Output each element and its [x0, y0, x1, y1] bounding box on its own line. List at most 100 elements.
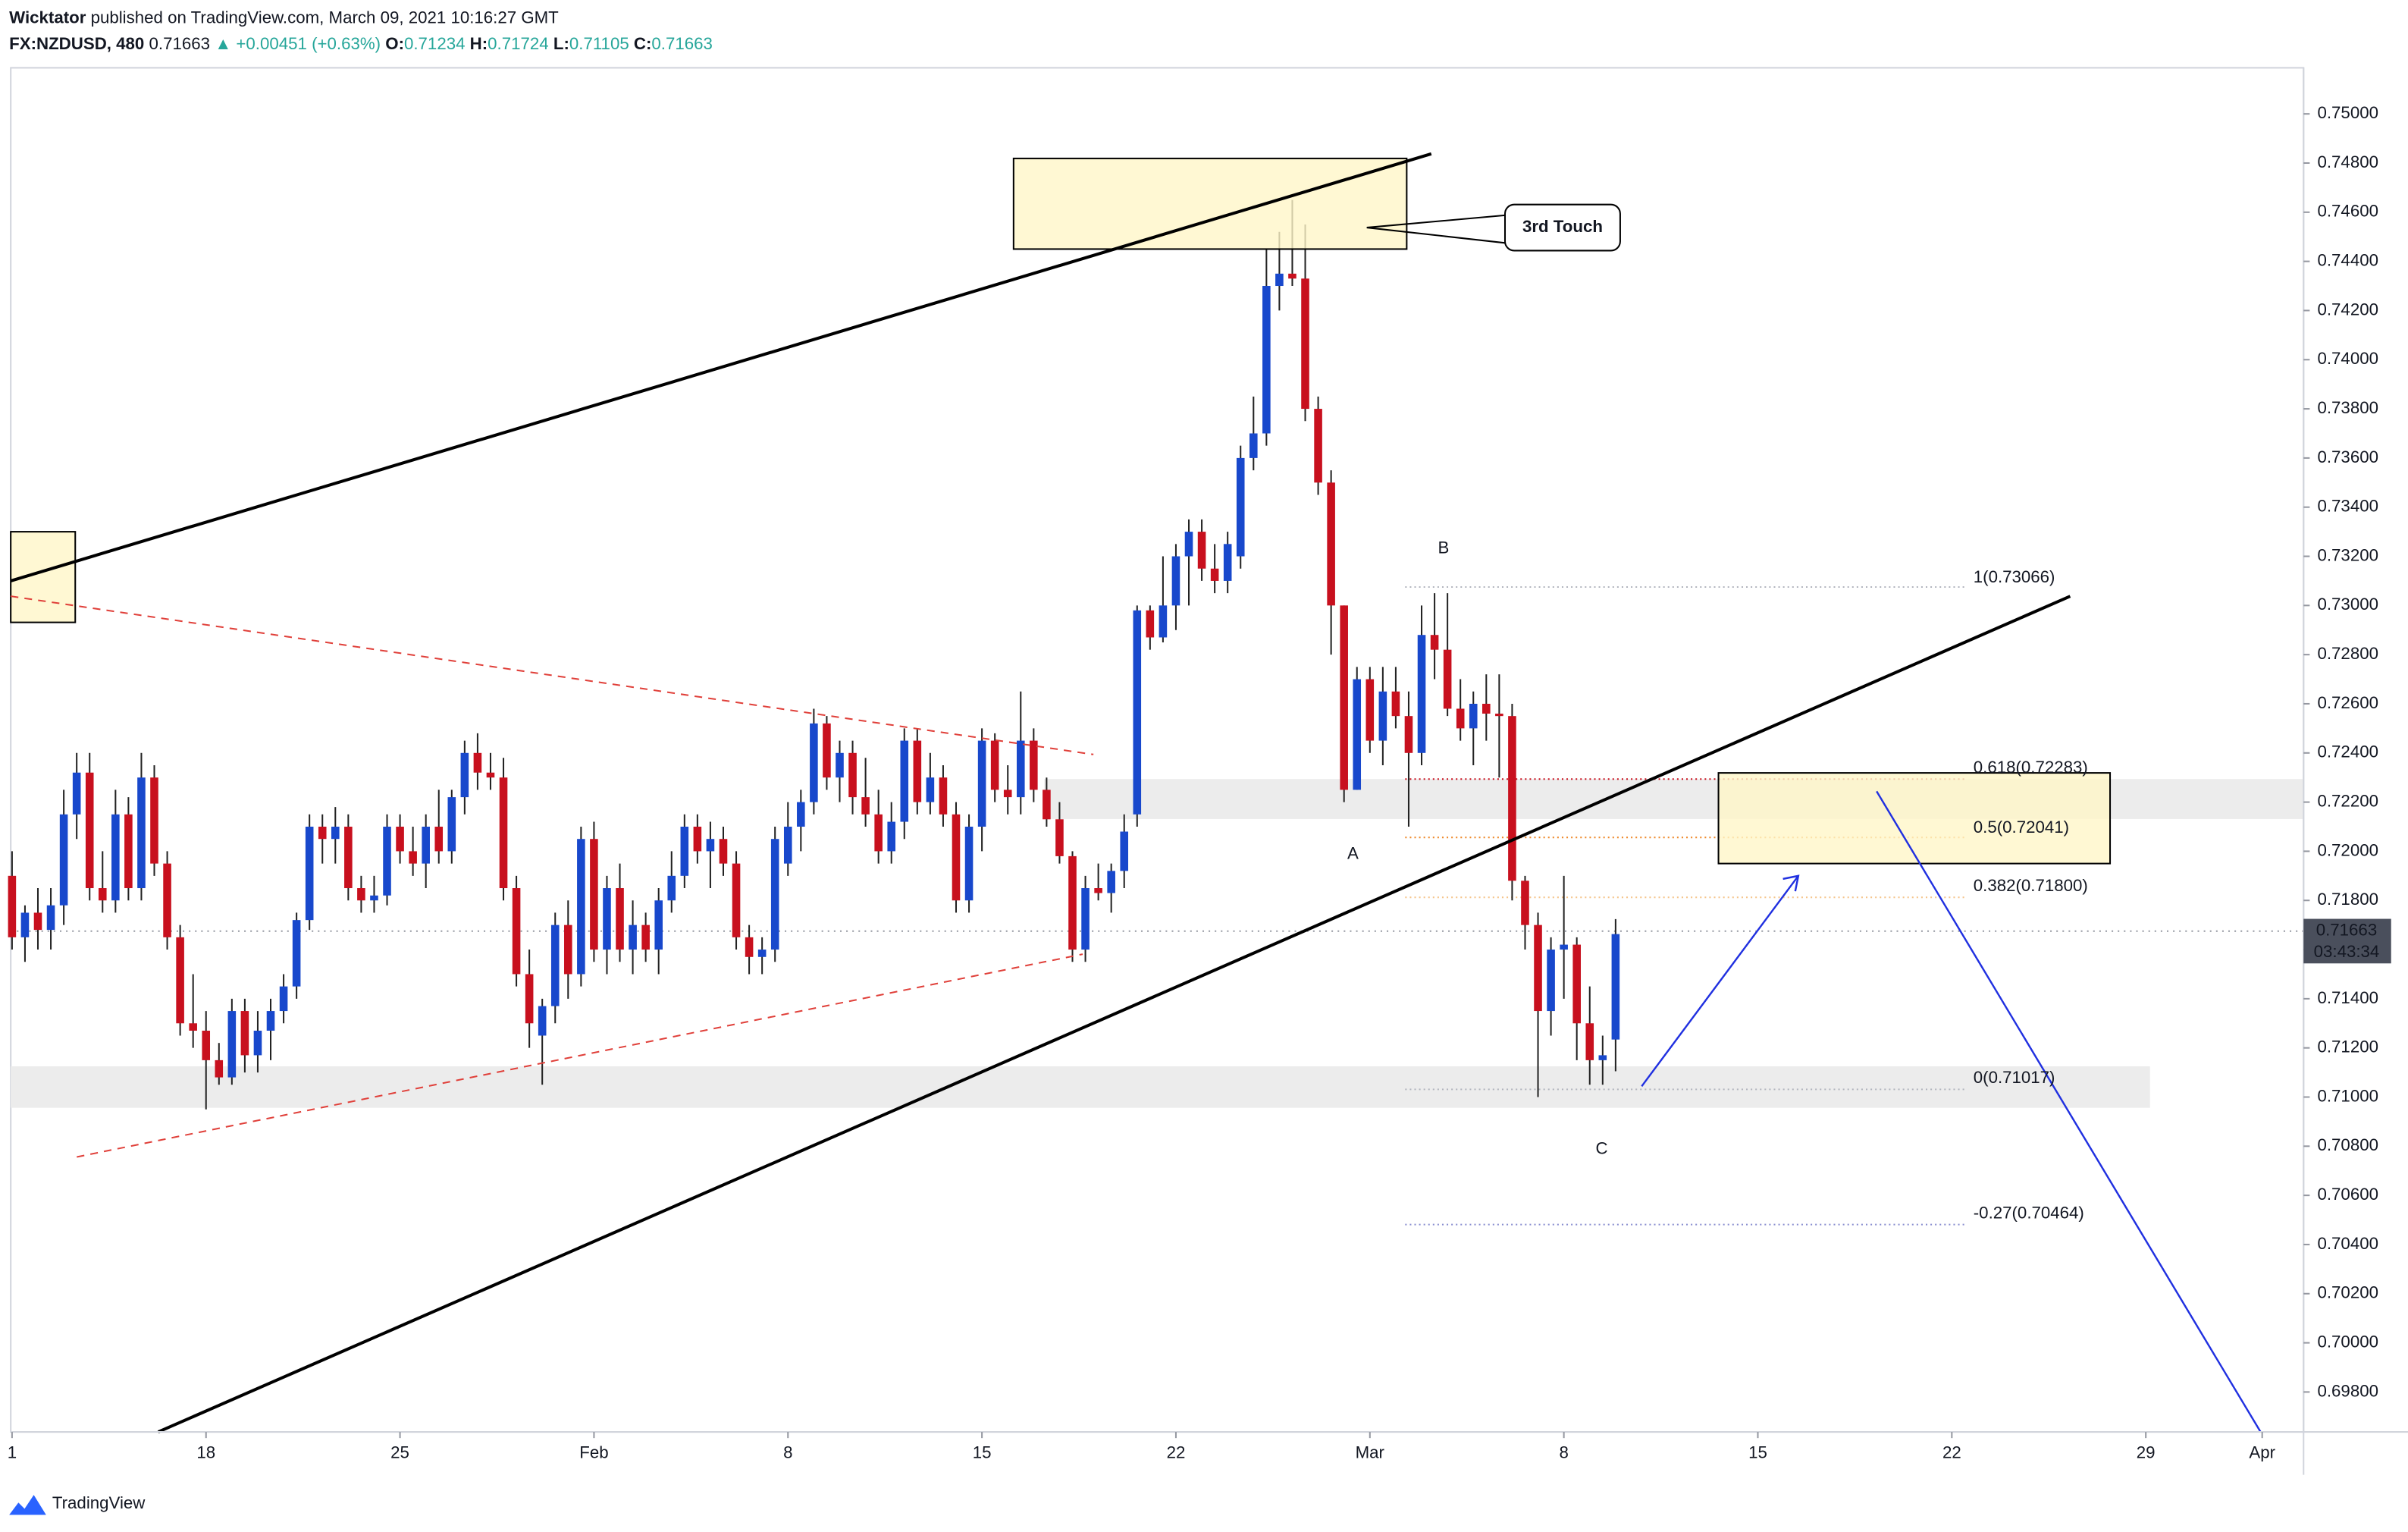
- candle-body: [1236, 457, 1245, 557]
- candle-body: [1288, 273, 1296, 279]
- candle-body: [253, 1030, 262, 1056]
- candle-body: [823, 723, 831, 778]
- candle-body: [434, 827, 444, 852]
- axes: 0.69800 0.70000 0.70200 0.70400 0.70600 0.708…: [8, 103, 2378, 1461]
- candle-body: [279, 986, 288, 1012]
- candle-body: [447, 797, 456, 852]
- candle-body: [952, 814, 961, 901]
- zone: [11, 1066, 2150, 1108]
- y-tick-label: 0.73600: [2317, 447, 2378, 466]
- candle-body: [1249, 433, 1258, 458]
- x-tick-label: 8: [783, 1443, 792, 1461]
- x-tick-label: 25: [390, 1443, 409, 1461]
- y-tick-label: 0.71800: [2317, 890, 2378, 909]
- candle-body: [1043, 790, 1051, 820]
- candle-body: [887, 821, 896, 852]
- callout-box: [1503, 203, 1621, 252]
- wave-label: C: [1596, 1138, 1608, 1157]
- x-tick-label: 1: [8, 1443, 17, 1461]
- y-tick-label: 0.72200: [2317, 791, 2378, 810]
- candle-body: [189, 1023, 197, 1031]
- candle-body: [1340, 605, 1348, 790]
- candle-body: [577, 839, 585, 975]
- drawings: 3rd Touch A B C 1(0.73066) 0.618(0.72283…: [10, 152, 2262, 1433]
- candle-body: [1107, 871, 1115, 893]
- x-tick-label: Apr: [2249, 1443, 2275, 1461]
- candle-body: [202, 1030, 211, 1060]
- last-price-label: 0.71663: [2316, 921, 2378, 940]
- candle-body: [1133, 610, 1142, 815]
- candle-body: [1482, 703, 1491, 714]
- candle-body: [1275, 273, 1284, 287]
- candle-body: [1404, 716, 1413, 753]
- candle-body: [396, 827, 404, 852]
- candle-body: [499, 777, 508, 889]
- candle-body: [719, 839, 728, 864]
- o-value: 0.71234: [404, 34, 466, 53]
- candle-body: [926, 777, 935, 802]
- candle-body: [1146, 610, 1155, 638]
- dashed-trendline: [77, 953, 1083, 1158]
- candle-body: [85, 772, 94, 889]
- o-label: O:: [385, 34, 404, 53]
- candle-body: [1159, 605, 1168, 638]
- candle-body: [977, 740, 986, 827]
- fib-label: 0.5(0.72041): [1974, 818, 2069, 837]
- candle-body: [1456, 708, 1465, 729]
- candle-body: [215, 1060, 224, 1078]
- candle-body: [1223, 544, 1232, 581]
- candle-body: [357, 888, 365, 901]
- brand-logo: [9, 1495, 46, 1515]
- candle-body: [1378, 691, 1387, 741]
- candle-body: [745, 937, 754, 957]
- x-tick-label: 22: [1942, 1443, 1961, 1461]
- fib-label: -0.27(0.70464): [1974, 1203, 2084, 1222]
- target-zone: [1717, 772, 2112, 865]
- c-value: 0.71663: [651, 34, 713, 53]
- candle-body: [422, 827, 430, 864]
- fib-label: 0.618(0.72283): [1974, 758, 2088, 777]
- candle-body: [305, 827, 314, 921]
- candle-body: [525, 974, 534, 1024]
- candle-body: [990, 740, 999, 790]
- l-value: 0.71105: [569, 34, 629, 53]
- supply-zone: [1012, 157, 1408, 250]
- candle-body: [1585, 1023, 1594, 1060]
- candle-body: [318, 827, 327, 840]
- candle-body: [603, 888, 611, 950]
- candle-body: [900, 740, 909, 822]
- countdown: 03:43:34: [2314, 942, 2380, 961]
- x-tick-label: 22: [1167, 1443, 1186, 1461]
- candle-body: [1314, 409, 1322, 483]
- candle-body: [266, 1011, 275, 1031]
- candle-body: [616, 888, 624, 950]
- candle-body: [1534, 925, 1542, 1012]
- header-line1: Wicktator published on TradingView.com, …: [9, 8, 559, 27]
- candle-body: [227, 1011, 237, 1078]
- y-tick-label: 0.71000: [2317, 1086, 2378, 1105]
- header-line2: FX:NZDUSD, 480 0.71663 ▲ +0.00451 (+0.63…: [9, 34, 713, 53]
- candle-body: [1171, 556, 1180, 606]
- candle-body: [473, 752, 482, 773]
- y-tick-label: 0.74400: [2317, 251, 2378, 270]
- candle-body: [693, 827, 702, 852]
- candle-body: [1495, 713, 1503, 717]
- published: published on TradingView.com, March 09, …: [91, 8, 560, 27]
- candle-body: [111, 814, 120, 901]
- candle-body: [964, 827, 974, 901]
- candle-body: [33, 912, 42, 931]
- candle-body: [163, 863, 171, 937]
- y-tick-label: 0.70800: [2317, 1135, 2378, 1154]
- y-tick-label: 0.73800: [2317, 398, 2378, 417]
- x-tick-label: 29: [2137, 1443, 2156, 1461]
- candle-body: [680, 827, 689, 876]
- y-tick-label: 0.74200: [2317, 300, 2378, 319]
- candle-body: [629, 925, 637, 950]
- candle-body: [1521, 881, 1529, 925]
- y-tick-label: 0.70600: [2317, 1185, 2378, 1204]
- candle-body: [1572, 944, 1581, 1024]
- y-tick-label: 0.70000: [2317, 1332, 2378, 1351]
- candle-body: [1184, 532, 1193, 557]
- x-tick-label: 15: [1748, 1443, 1767, 1461]
